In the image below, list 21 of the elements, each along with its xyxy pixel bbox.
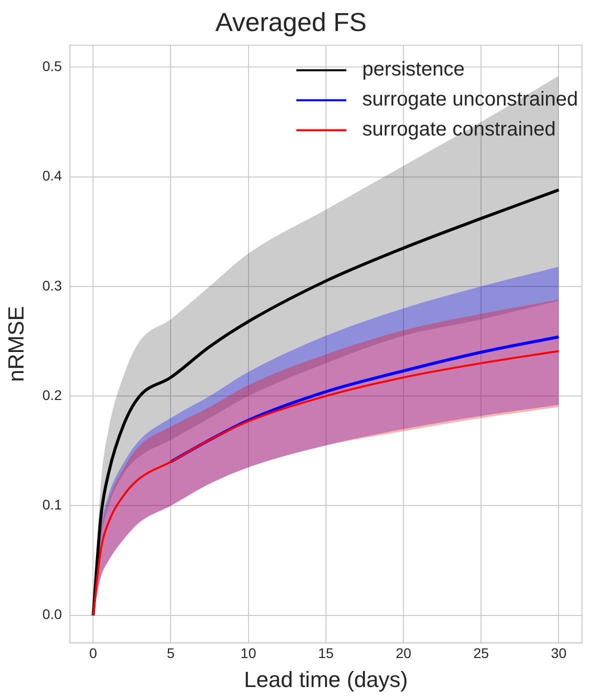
x-tick-label: 5 [166, 645, 175, 662]
x-tick-label: 20 [396, 645, 412, 662]
y-tick-label: 0.5 [42, 58, 62, 74]
y-tick-label: 0.3 [42, 277, 62, 294]
x-tick-label: 15 [318, 645, 334, 662]
legend-label: persistence [362, 58, 465, 81]
y-tick-label: 0.4 [42, 168, 62, 184]
y-axis-title: nRMSE [3, 306, 28, 382]
chart-title: Averaged FS [215, 6, 367, 37]
y-tick-label: 0.1 [42, 496, 62, 513]
line-series [92, 188, 560, 617]
x-tick-label: 30 [550, 645, 567, 662]
y-tick-label: 0.0 [42, 606, 62, 622]
y-tick-label: 0.2 [42, 386, 62, 403]
legend-label: surrogate unconstrained [362, 88, 578, 111]
x-tick-label: 25 [473, 645, 490, 662]
line-series [92, 350, 560, 616]
x-tick-label: 10 [240, 645, 256, 662]
x-axis-title: Lead time (days) [244, 666, 408, 692]
legend-label: surrogate constrained [362, 118, 556, 141]
x-tick-label: 0 [89, 645, 98, 662]
